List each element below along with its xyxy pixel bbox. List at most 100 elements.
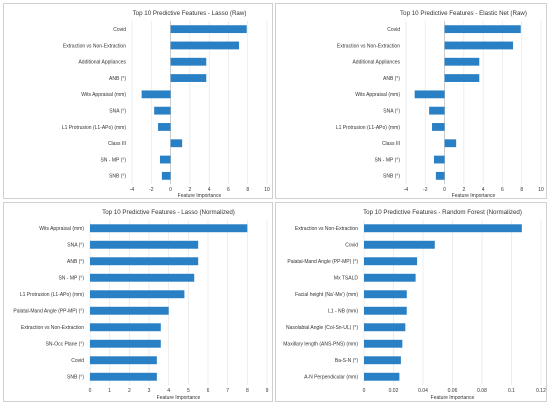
chart-lasso-raw: Top 10 Predictive Features - Lasso (Raw)… (62, 10, 270, 199)
bar (170, 41, 240, 50)
x-tick-label: 2 (462, 187, 465, 193)
y-category-label: Class III (108, 141, 126, 147)
y-category-label: Nasolabial Angle (Col-Sn-UL) (°) (286, 325, 358, 331)
bar (444, 139, 457, 148)
bar (90, 224, 248, 233)
y-category-label: Additional Appliances (78, 60, 126, 66)
x-tick-label: 2 (128, 388, 131, 394)
bar (161, 171, 171, 180)
bar (364, 372, 400, 381)
bar (90, 273, 195, 282)
bar (170, 74, 207, 82)
y-category-label: Covid (387, 27, 400, 33)
x-tick-label: -4 (404, 187, 409, 193)
chart-title: Top 10 Predictive Features - Random Fore… (363, 209, 522, 216)
y-category-label: SNA (°) (109, 108, 126, 114)
chart-panel-lasso-raw: Top 10 Predictive Features - Lasso (Raw)… (3, 3, 273, 199)
y-category-label: SNA (°) (67, 243, 84, 249)
chart-title: Top 10 Predictive Features - Lasso (Raw) (133, 10, 247, 17)
y-category-label: Palatal-Mand Angle (PP-MP) (°) (287, 259, 358, 265)
y-category-label: Covid (345, 243, 358, 249)
y-category-label: Extraction vs Non-Extraction (337, 43, 400, 49)
x-tick-label: 8 (520, 187, 523, 193)
bar (90, 257, 199, 266)
chart-panel-elastic-net-raw: Top 10 Predictive Features - Elastic Net… (275, 3, 547, 199)
x-tick-label: 4 (208, 187, 211, 193)
chart-elastic-net-raw: Top 10 Predictive Features - Elastic Net… (336, 10, 544, 199)
x-tick-label: 6 (501, 187, 504, 193)
y-category-label: SN - MP (°) (58, 276, 84, 282)
x-tick-label: 0.08 (477, 388, 487, 394)
bar (90, 372, 157, 381)
y-category-label: SNB (°) (109, 174, 126, 180)
y-category-label: A-N Perpendicular (mm) (304, 375, 358, 381)
x-tick-label: 4 (167, 388, 170, 394)
x-tick-label: 6 (207, 388, 210, 394)
y-category-label: Additional Appliances (352, 60, 400, 66)
y-category-label: L1 Protrusion (L1-APo) (mm) (20, 292, 85, 298)
x-tick-label: 0 (169, 187, 172, 193)
chart-random-forest-normalized: Top 10 Predictive Features - Random Fore… (283, 209, 546, 401)
chart-lasso-normalized: Top 10 Predictive Features - Lasso (Norm… (13, 209, 268, 401)
bar (154, 106, 171, 115)
bar (444, 41, 514, 50)
y-category-label: SNA (°) (383, 108, 400, 114)
x-tick-label: 2 (188, 187, 191, 193)
bar (432, 123, 445, 131)
x-tick-label: -2 (149, 187, 154, 193)
bar (364, 273, 416, 282)
bar (90, 356, 157, 365)
bar (141, 90, 171, 99)
chart-panel-random-forest-normalized: Top 10 Predictive Features - Random Fore… (275, 202, 547, 402)
x-tick-label: 0.1 (508, 388, 515, 394)
bar (364, 356, 401, 365)
bar (364, 224, 522, 233)
x-tick-label: 1 (108, 388, 111, 394)
x-tick-label: 8 (246, 388, 249, 394)
y-category-label: Class III (382, 141, 400, 147)
bar (90, 240, 199, 249)
x-tick-label: -4 (130, 187, 135, 193)
y-category-label: ANB (°) (109, 76, 126, 82)
x-tick-label: 0 (443, 187, 446, 193)
y-category-label: ANB (°) (383, 76, 400, 82)
y-category-label: Mx TSALD (334, 276, 358, 282)
y-category-label: SN-Occ Plane (°) (46, 342, 85, 348)
bar (90, 290, 185, 299)
x-tick-label: 0.12 (536, 388, 546, 394)
y-category-label: Covid (71, 358, 84, 364)
bar (364, 339, 403, 348)
x-tick-label: 10 (538, 187, 544, 193)
y-category-label: L1 - NB (mm) (328, 309, 358, 315)
bar (364, 290, 407, 299)
y-category-label: Extraction vs Non-Extraction (21, 325, 84, 331)
bar (159, 155, 171, 164)
y-category-label: SN - MP (°) (374, 157, 400, 163)
bar (444, 74, 480, 82)
x-tick-label: 4 (482, 187, 485, 193)
x-tick-label: 6 (227, 187, 230, 193)
bar (364, 257, 418, 266)
bar (170, 57, 207, 66)
y-category-label: SNB (°) (67, 375, 84, 381)
y-category-label: Extraction vs Non-Extraction (63, 43, 126, 49)
bar (364, 323, 406, 332)
bar (364, 306, 407, 315)
y-category-label: L1 Protrusion (L1-APo) (mm) (336, 125, 401, 131)
y-category-label: Wits Appraisal (mm) (39, 226, 84, 232)
y-category-label: L1 Protrusion (L1-APo) (mm) (62, 125, 127, 131)
bar (444, 25, 521, 34)
x-tick-label: -2 (423, 187, 428, 193)
bar (414, 90, 445, 99)
x-tick-label: 7 (226, 388, 229, 394)
y-category-label: Maxillary length (ANS-PNS) (mm) (283, 342, 358, 348)
bar (435, 171, 445, 180)
bar (364, 240, 435, 249)
bar (90, 339, 161, 348)
y-category-label: SNB (°) (383, 174, 400, 180)
x-axis-label: Feature Importance (157, 395, 201, 401)
x-tick-label: 5 (187, 388, 190, 394)
y-category-label: SN - MP (°) (100, 157, 126, 163)
x-axis-label: Feature Importance (431, 395, 475, 401)
x-axis-label: Feature Importance (452, 193, 496, 198)
